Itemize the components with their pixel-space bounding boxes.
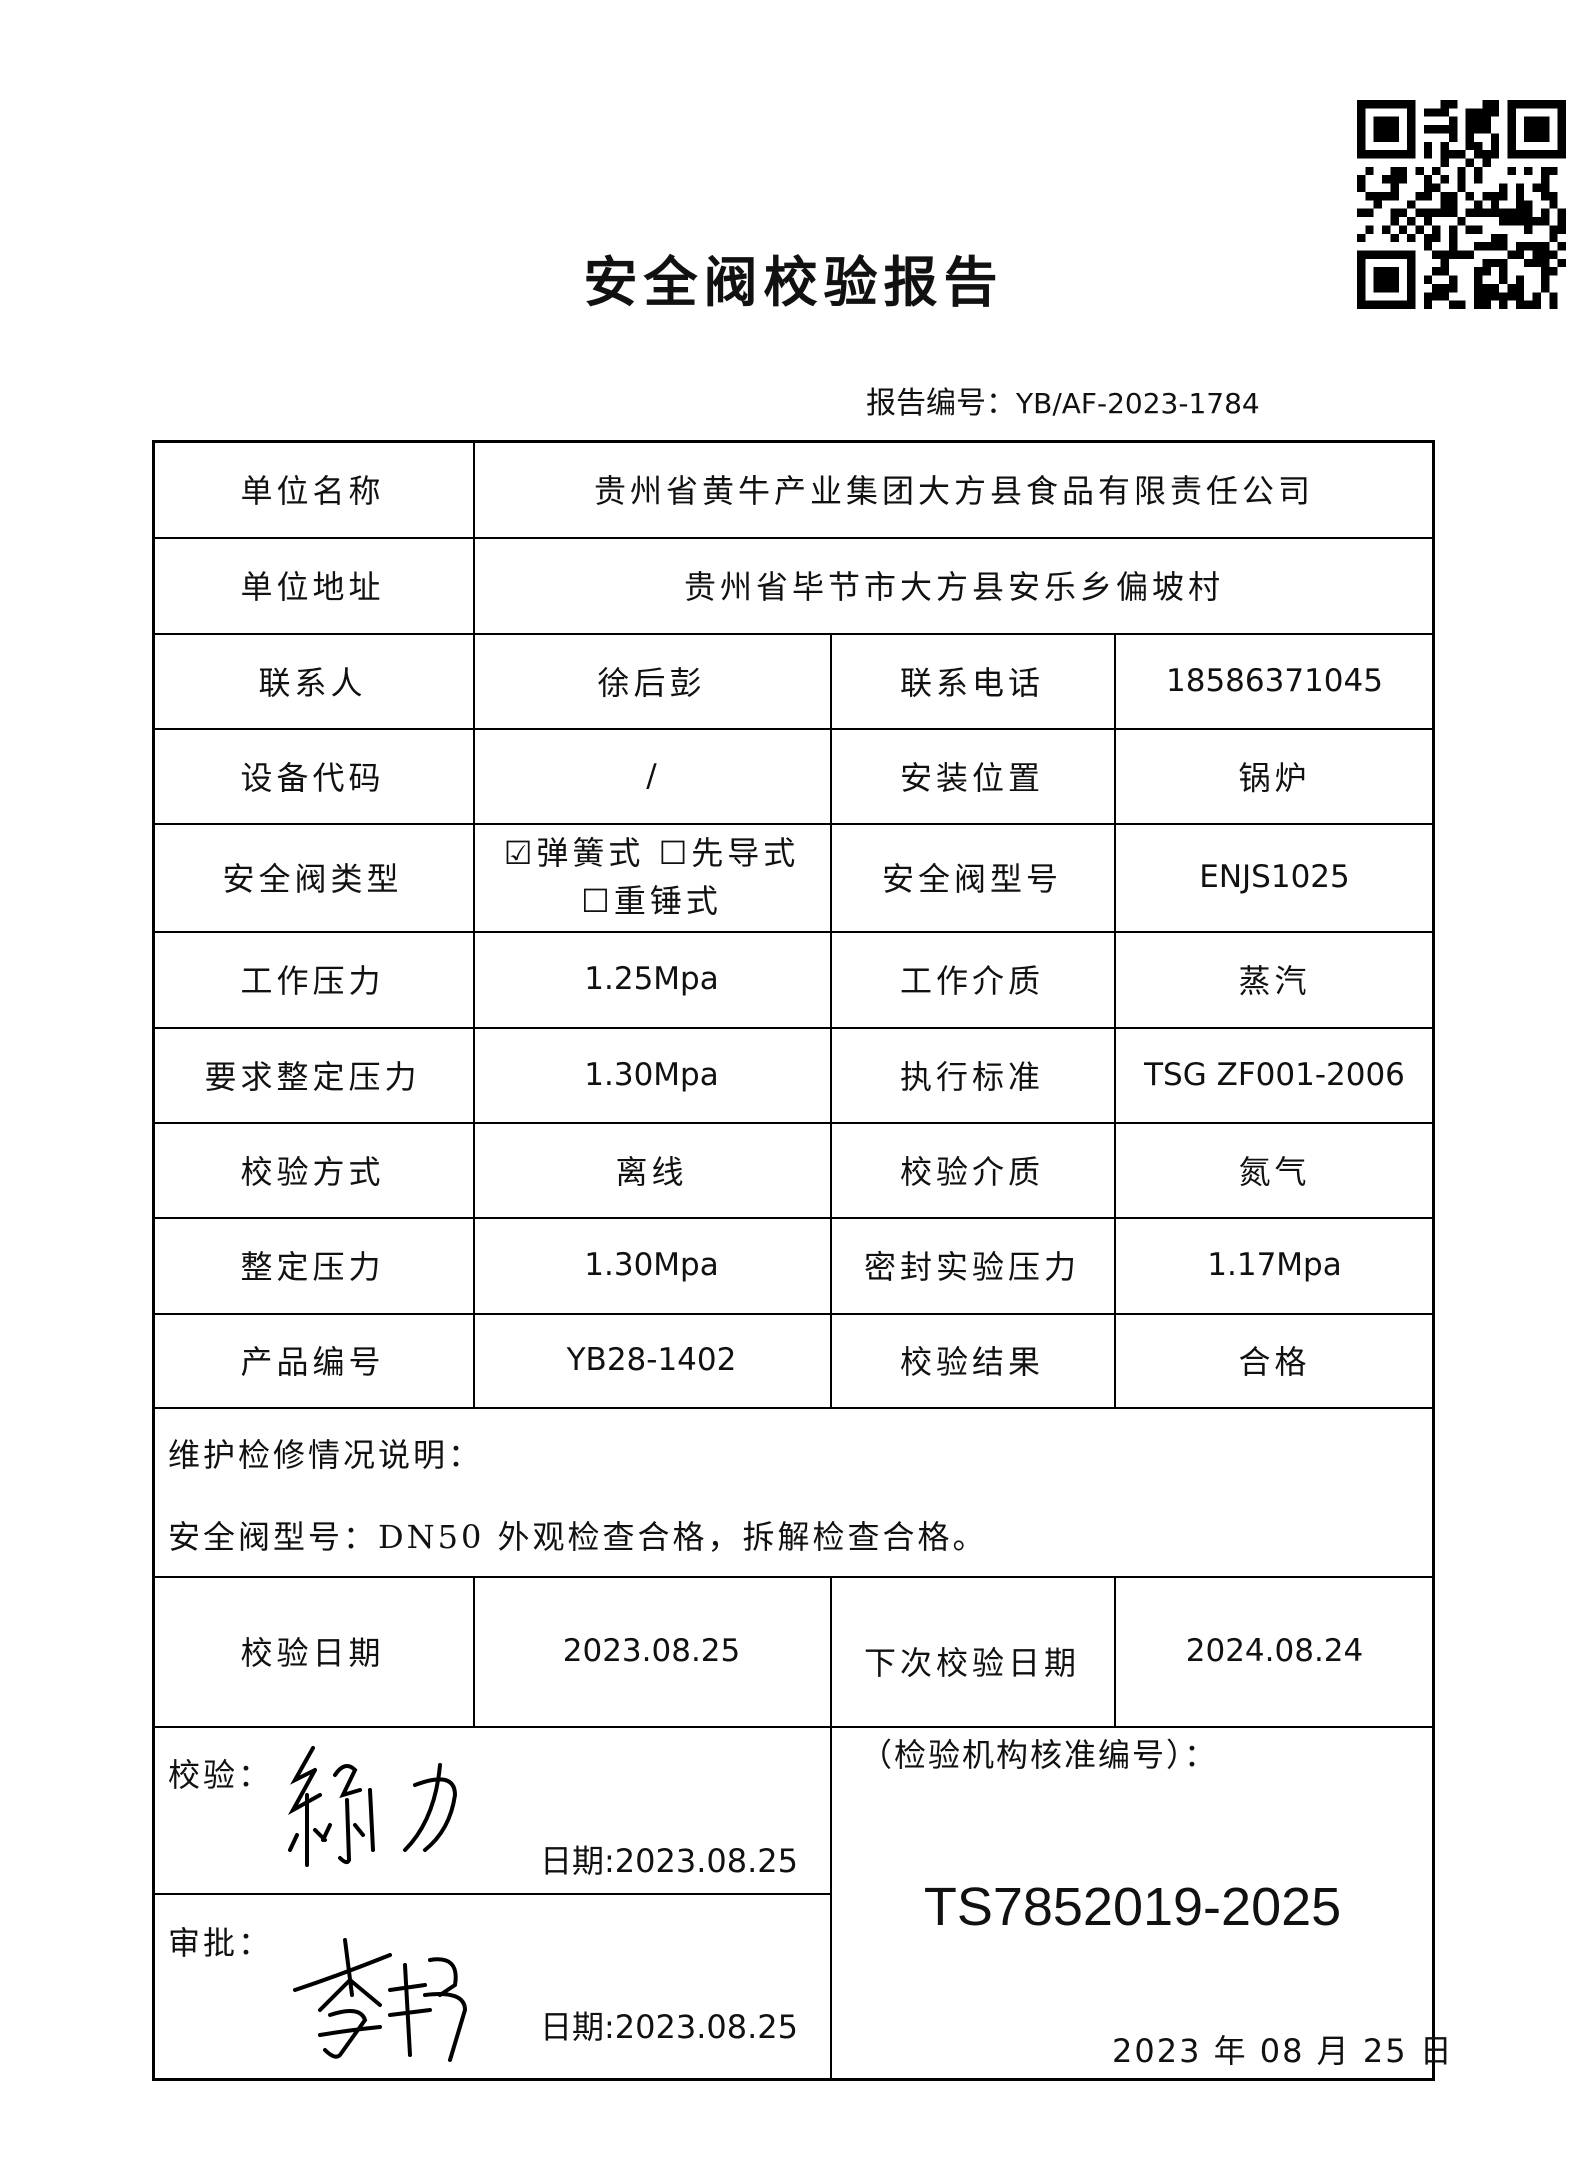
report-number-value: YB/AF-2023-1784 <box>1016 387 1260 420</box>
verify-signature <box>287 1746 458 1867</box>
row-value: 氮气 <box>1238 1152 1311 1191</box>
label-next-check-date: 下次校验日期 <box>863 1644 1080 1682</box>
row-divider <box>152 1217 1435 1219</box>
checkbox-spring[interactable]: ☑ <box>503 834 537 872</box>
row-divider <box>152 1407 1435 1409</box>
label-unit-address: 单位地址 <box>240 568 385 606</box>
row-value: 18586371045 <box>1166 662 1383 699</box>
label-check-date: 校验日期 <box>240 1634 385 1672</box>
value-valve-model: ENJS1025 <box>1199 859 1350 895</box>
report-table <box>152 440 1435 2081</box>
option-spring: 弹簧式 <box>536 834 645 872</box>
row-label: 安装位置 <box>899 758 1044 797</box>
row-divider <box>152 633 1435 635</box>
row-label: 工作介质 <box>899 962 1044 1000</box>
row-value: 蒸汽 <box>1238 962 1311 1000</box>
value-check-date: 2023.08.25 <box>562 1633 741 1669</box>
maintenance-label: 维护检修情况说明： <box>168 1436 484 1474</box>
value-unit-address: 贵州省毕节市大方县安乐乡偏坡村 <box>683 568 1224 606</box>
checkbox-pilot[interactable]: ☐ <box>658 834 692 872</box>
row-divider <box>152 537 1435 539</box>
value-unit-name: 贵州省黄牛产业集团大方县食品有限责任公司 <box>593 471 1314 510</box>
option-pilot: 先导式 <box>691 834 800 872</box>
row-value: / <box>646 757 657 794</box>
row-label: 校验结果 <box>899 1343 1044 1381</box>
approve-label: 审批： <box>168 1924 274 1962</box>
approve-signature <box>293 1938 468 2062</box>
verify-date: 日期:2023.08.25 <box>540 1842 799 1880</box>
row-value: YB28-1402 <box>566 1342 737 1378</box>
row-value: 1.25Mpa <box>584 961 719 997</box>
row-divider <box>152 1313 1435 1315</box>
row-value: 徐后彭 <box>597 663 706 702</box>
row-value: 锅炉 <box>1238 758 1311 797</box>
column-divider <box>473 1576 475 1726</box>
valve-type-options: ☑弹簧式 ☐先导式 ☐重锤式 <box>473 823 830 931</box>
row-value: 离线 <box>615 1152 688 1191</box>
row-label: 设备代码 <box>240 758 385 797</box>
label-valve-model: 安全阀型号 <box>881 860 1062 898</box>
row-label: 校验介质 <box>899 1152 1044 1191</box>
row-label: 执行标准 <box>899 1057 1044 1096</box>
column-divider <box>830 1576 832 2081</box>
row-label: 密封实验压力 <box>863 1248 1080 1286</box>
document-title: 安全阀校验报告 <box>583 250 1004 314</box>
row-divider <box>152 1122 1435 1124</box>
institution-date: 2023 年 08 月 25 日 <box>1112 2032 1454 2070</box>
institution-code: TS7852019-2025 <box>923 1877 1342 1937</box>
checkbox-weight[interactable]: ☐ <box>581 882 614 920</box>
row-divider <box>152 1893 830 1895</box>
row-value: 1.30Mpa <box>584 1247 719 1283</box>
verify-label: 校验： <box>168 1756 274 1794</box>
row-label: 联系人 <box>258 663 367 702</box>
column-divider <box>830 633 832 1407</box>
row-value: 1.30Mpa <box>584 1056 719 1093</box>
row-label: 产品编号 <box>240 1343 385 1381</box>
row-divider <box>152 1027 1435 1029</box>
column-divider <box>1114 633 1116 1407</box>
row-label: 校验方式 <box>240 1152 385 1191</box>
column-divider <box>473 440 475 1407</box>
row-label: 要求整定压力 <box>204 1057 421 1096</box>
report-number-label: 报告编号： <box>866 386 1016 421</box>
maintenance-text: 安全阀型号：DN50 外观检查合格，拆解检查合格。 <box>168 1518 988 1556</box>
row-divider <box>152 728 1435 730</box>
report-number: 报告编号：YB/AF-2023-1784 <box>866 378 1260 422</box>
row-value: 1.17Mpa <box>1207 1247 1342 1283</box>
row-label: 整定压力 <box>240 1248 385 1286</box>
label-unit-name: 单位名称 <box>240 471 385 510</box>
row-divider <box>152 931 1435 933</box>
column-divider <box>1114 1576 1116 1726</box>
approve-date: 日期:2023.08.25 <box>540 2008 799 2046</box>
row-divider <box>152 823 1435 825</box>
row-value: TSG ZF001-2006 <box>1144 1056 1405 1093</box>
value-next-check-date: 2024.08.24 <box>1185 1633 1364 1669</box>
row-value: 合格 <box>1238 1343 1311 1381</box>
option-weight: 重锤式 <box>613 882 722 920</box>
row-label: 联系电话 <box>899 663 1044 702</box>
row-divider <box>152 1726 1435 1728</box>
institution-label: （检验机构核准编号）： <box>860 1736 1219 1774</box>
row-label: 工作压力 <box>240 962 385 1000</box>
row-divider <box>152 1576 1435 1578</box>
label-valve-type: 安全阀类型 <box>222 860 403 898</box>
qr-code <box>1357 100 1566 309</box>
